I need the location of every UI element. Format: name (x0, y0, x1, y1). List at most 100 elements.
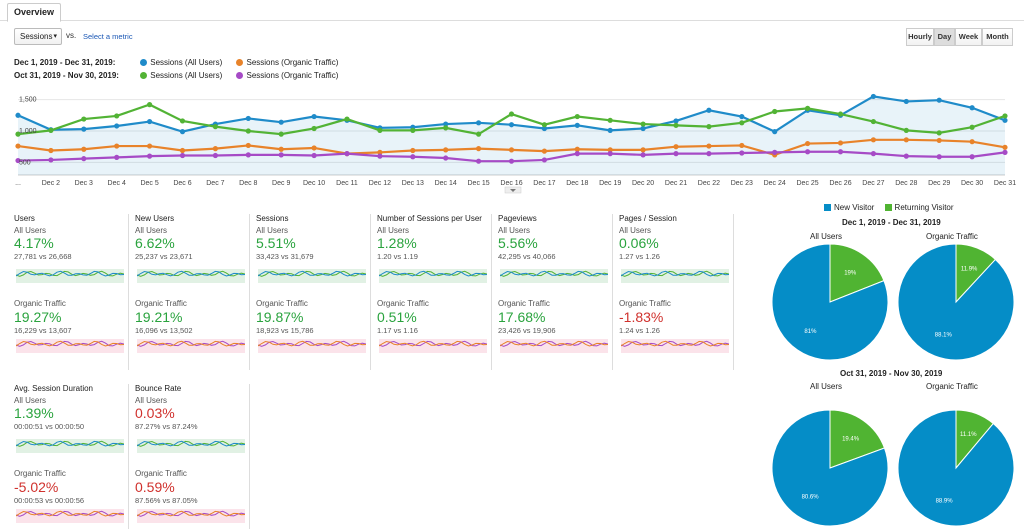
data-point[interactable] (969, 154, 975, 160)
sessions-line-chart[interactable]: 1,500 1,000 500... Dec 2 Dec 3 Dec 4 Dec 5 Dec … (0, 85, 1024, 195)
scorecard-new-users[interactable]: New Users All Users 6.62% 25,237 vs 23,6… (135, 214, 255, 335)
data-point[interactable] (508, 111, 515, 117)
data-point[interactable] (114, 123, 120, 129)
data-point[interactable] (179, 152, 186, 159)
data-point[interactable] (772, 129, 778, 135)
data-point[interactable] (245, 152, 251, 158)
data-point[interactable] (739, 142, 745, 149)
visitor-pie-chart[interactable]: 11.9% 88.1% (896, 242, 1016, 362)
visitor-pie-chart[interactable]: 19% 81% (770, 242, 890, 362)
scorecard-sessions[interactable]: Sessions All Users 5.51% 33,423 vs 31,67… (256, 214, 376, 335)
data-point[interactable] (640, 152, 646, 158)
data-point[interactable] (870, 137, 877, 143)
data-point[interactable] (311, 113, 317, 120)
scorecard-pages-session[interactable]: Pages / Session All Users 0.06% 1.27 vs … (619, 214, 739, 335)
data-point[interactable] (640, 147, 646, 153)
scorecard-pageviews[interactable]: Pageviews All Users 5.56% 42,295 vs 40,0… (498, 214, 618, 335)
data-point[interactable] (541, 148, 548, 154)
data-point[interactable] (739, 120, 745, 126)
data-point[interactable] (377, 149, 383, 155)
data-point[interactable] (673, 118, 679, 124)
data-point[interactable] (805, 105, 811, 111)
granularity-hourly-button[interactable]: Hourly (906, 28, 934, 46)
data-point[interactable] (311, 145, 317, 151)
data-point[interactable] (476, 146, 482, 152)
data-point[interactable] (278, 152, 284, 158)
data-point[interactable] (443, 121, 449, 127)
granularity-month-button[interactable]: Month (982, 28, 1013, 46)
data-point[interactable] (114, 154, 120, 160)
data-point[interactable] (212, 152, 218, 159)
data-point[interactable] (278, 146, 284, 152)
data-point[interactable] (640, 121, 646, 127)
data-point[interactable] (837, 140, 844, 146)
data-point[interactable] (903, 127, 909, 133)
data-point[interactable] (508, 122, 515, 128)
visitor-pie-chart[interactable]: 19.4% 80.6% (770, 408, 890, 528)
data-point[interactable] (969, 105, 975, 111)
data-point[interactable] (443, 147, 449, 153)
data-point[interactable] (903, 98, 909, 105)
scorecard-users[interactable]: Users All Users 4.17% 27,781 vs 26,668 O… (14, 214, 134, 335)
data-point[interactable] (870, 118, 877, 125)
data-point[interactable] (147, 153, 153, 159)
data-point[interactable] (476, 131, 482, 137)
data-point[interactable] (903, 137, 909, 143)
data-point[interactable] (410, 154, 416, 160)
data-point[interactable] (476, 120, 482, 126)
select-metric-link[interactable]: Select a metric (83, 32, 133, 41)
data-point[interactable] (837, 111, 844, 117)
data-point[interactable] (377, 153, 383, 159)
data-point[interactable] (410, 147, 416, 154)
data-point[interactable] (541, 157, 548, 163)
data-point[interactable] (607, 127, 613, 133)
returning-visitor-slice[interactable] (829, 243, 885, 303)
data-point[interactable] (936, 154, 942, 160)
tab-overview[interactable]: Overview (7, 3, 62, 22)
data-point[interactable] (574, 151, 580, 157)
data-point[interactable] (48, 147, 54, 154)
data-point[interactable] (574, 122, 580, 128)
data-point[interactable] (1002, 149, 1008, 155)
data-point[interactable] (969, 124, 975, 130)
data-point[interactable] (81, 156, 87, 162)
scorecard-bounce-rate[interactable]: Bounce Rate All Users 0.03% 87.27% vs 87… (135, 384, 255, 505)
data-point[interactable] (673, 151, 679, 157)
data-point[interactable] (81, 126, 87, 132)
data-point[interactable] (772, 108, 778, 115)
legend-item[interactable]: Sessions (Organic Traffic) (230, 71, 338, 80)
data-point[interactable] (15, 112, 21, 118)
metric-select[interactable]: Sessions ▾ (14, 28, 62, 45)
data-point[interactable] (903, 153, 909, 159)
data-point[interactable] (245, 115, 251, 122)
data-point[interactable] (245, 128, 251, 134)
data-point[interactable] (476, 158, 482, 164)
data-point[interactable] (936, 97, 942, 103)
data-point[interactable] (541, 122, 548, 128)
data-point[interactable] (969, 139, 975, 145)
new-visitor-slice[interactable] (897, 409, 1015, 527)
scorecard-avg-session-duration[interactable]: Avg. Session Duration All Users 1.39% 00… (14, 384, 134, 505)
visitor-pie-chart[interactable]: 11.1% 88.9% (896, 408, 1016, 528)
data-point[interactable] (607, 117, 613, 123)
data-point[interactable] (147, 102, 153, 108)
data-point[interactable] (607, 151, 613, 157)
legend-item[interactable]: Sessions (All Users) (134, 58, 222, 67)
data-point[interactable] (179, 147, 186, 154)
data-point[interactable] (1002, 113, 1008, 119)
data-point[interactable] (607, 147, 613, 153)
scorecard-number-of-sessions-per-user[interactable]: Number of Sessions per User All Users 1.… (377, 214, 497, 335)
data-point[interactable] (114, 113, 120, 119)
data-point[interactable] (344, 151, 350, 157)
data-point[interactable] (706, 143, 712, 149)
data-point[interactable] (278, 119, 284, 125)
returning-visitor-slice[interactable] (829, 409, 886, 469)
data-point[interactable] (574, 146, 580, 152)
data-point[interactable] (114, 143, 120, 149)
data-point[interactable] (508, 147, 515, 153)
new-visitor-slice[interactable] (771, 409, 889, 527)
data-point[interactable] (508, 158, 515, 164)
data-point[interactable] (15, 143, 21, 149)
data-point[interactable] (673, 144, 679, 150)
data-point[interactable] (311, 152, 317, 159)
